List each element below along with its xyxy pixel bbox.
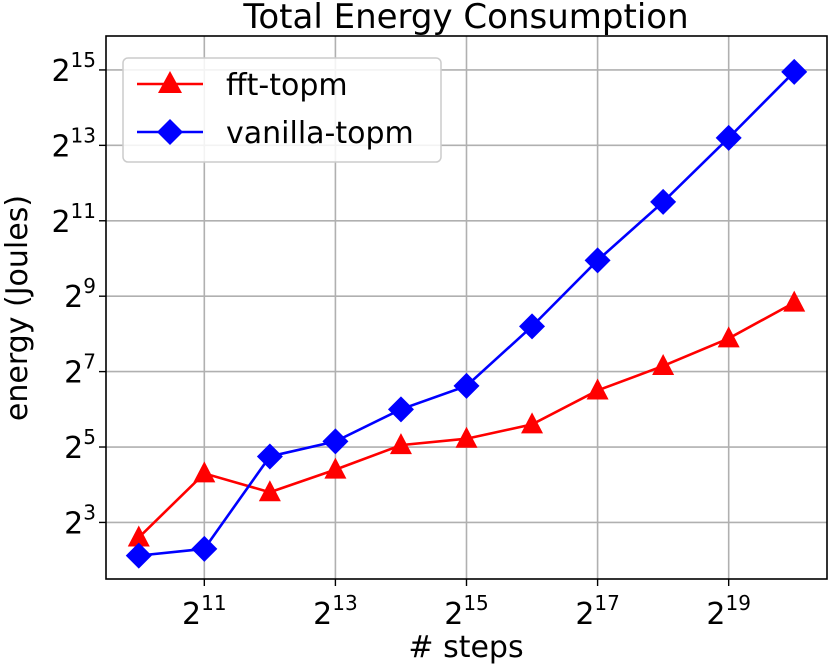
legend-label-vanilla-topm: vanilla-topm [226, 116, 414, 151]
y-tick-label: 213 [51, 123, 96, 164]
data-point-fft-topm [324, 457, 347, 479]
y-tick-label: 29 [64, 274, 96, 315]
legend-label-fft-topm: fft-topm [226, 68, 348, 103]
data-point-vanilla-topm [584, 247, 611, 274]
x-ticks: 211 213 215 217 219 [182, 579, 751, 632]
series-layer [125, 58, 808, 569]
data-point-fft-topm [258, 480, 281, 502]
y-tick-label: 25 [64, 425, 96, 466]
data-point-vanilla-topm [387, 396, 414, 423]
legend-marker-vanilla-topm [157, 119, 183, 145]
x-tick-label: 213 [313, 591, 358, 632]
y-axis-label: energy (Joules) [0, 195, 35, 421]
data-point-fft-topm [389, 433, 412, 455]
data-point-vanilla-topm [125, 542, 152, 569]
plot-frame [105, 35, 828, 580]
x-tick-label: 219 [706, 591, 751, 632]
data-point-vanilla-topm [781, 58, 808, 85]
data-point-fft-topm [652, 353, 675, 375]
data-point-fft-topm [455, 426, 478, 448]
data-point-vanilla-topm [715, 124, 742, 151]
data-point-fft-topm [193, 461, 216, 483]
data-point-vanilla-topm [650, 188, 677, 215]
y-tick-label: 23 [64, 500, 96, 541]
legend-marker-fft-topm [158, 71, 182, 93]
data-point-fft-topm [586, 378, 609, 400]
data-point-vanilla-topm [453, 372, 480, 399]
data-point-vanilla-topm [256, 443, 283, 470]
x-axis-label: # steps [408, 630, 523, 665]
y-tick-label: 215 [51, 48, 96, 89]
data-point-vanilla-topm [191, 535, 218, 562]
data-point-fft-topm [521, 412, 544, 434]
data-point-fft-topm [717, 326, 740, 348]
data-point-fft-topm [783, 290, 806, 312]
chart-title: Total Energy Consumption [242, 0, 688, 37]
y-tick-label: 211 [51, 199, 96, 240]
x-tick-label: 211 [182, 591, 227, 632]
y-ticks: 23 25 27 29 211 213 215 [51, 48, 106, 541]
x-tick-label: 215 [444, 591, 489, 632]
x-tick-label: 217 [575, 591, 620, 632]
y-tick-label: 27 [64, 350, 96, 391]
data-point-fft-topm [127, 525, 150, 547]
legend: fft-topm vanilla-topm [122, 57, 442, 163]
data-point-vanilla-topm [519, 313, 546, 340]
data-point-vanilla-topm [322, 428, 349, 455]
